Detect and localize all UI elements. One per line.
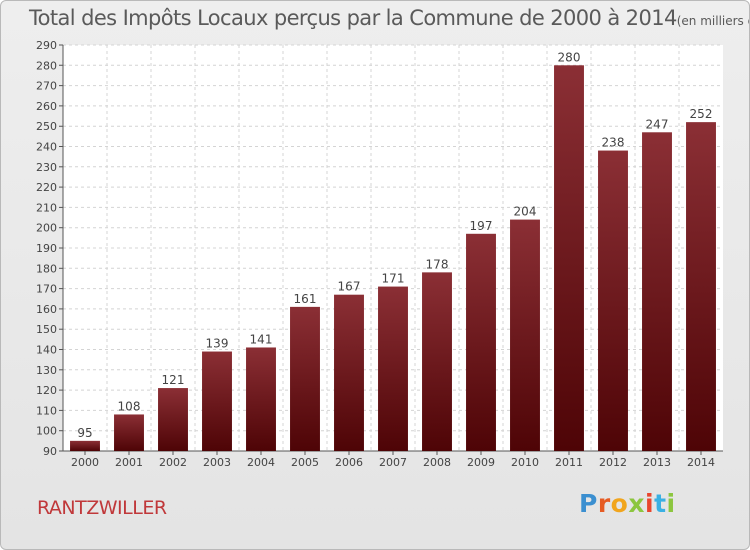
data-label-2002: 121 <box>162 373 185 387</box>
data-label-2013: 247 <box>646 117 669 131</box>
x-tick-label-2006: 2006 <box>335 456 363 469</box>
bars <box>70 65 716 452</box>
y-tick-label: 90 <box>43 445 57 458</box>
chart-title-text: Total des Impôts Locaux perçus par la Co… <box>29 6 677 30</box>
x-tick-label-2000: 2000 <box>71 456 99 469</box>
x-tick-label-2004: 2004 <box>247 456 275 469</box>
bar-2014 <box>686 122 716 451</box>
data-label-2012: 238 <box>602 136 625 150</box>
data-label-2005: 161 <box>294 292 317 306</box>
data-label-2008: 178 <box>426 257 449 271</box>
x-tick-label-2007: 2007 <box>379 456 407 469</box>
y-tick-label: 170 <box>36 283 57 296</box>
data-labels: 95 108 121 139 141 161 167 171 178 197 204 280 238 24… <box>77 50 712 440</box>
bar-2012 <box>598 150 628 451</box>
commune-name: RANTZWILLER <box>37 497 167 519</box>
y-tick-label: 230 <box>36 161 57 174</box>
y-tick-label: 290 <box>36 39 57 52</box>
y-tick-label: 180 <box>36 262 57 275</box>
bar-2000 <box>70 440 100 451</box>
data-label-2004: 141 <box>250 332 273 346</box>
x-tick-label-2013: 2013 <box>643 456 671 469</box>
bar-2003 <box>202 351 232 451</box>
y-tick-label: 160 <box>36 303 57 316</box>
bar-2009 <box>466 233 496 451</box>
x-tick-label-2003: 2003 <box>203 456 231 469</box>
bar-2008 <box>422 272 452 451</box>
y-tick-label: 140 <box>36 344 57 357</box>
chart-unit-label: (en milliers d'€) <box>676 14 749 28</box>
x-tick-label-2005: 2005 <box>291 456 319 469</box>
y-tick-label: 260 <box>36 100 57 113</box>
x-tick-label-2001: 2001 <box>115 456 143 469</box>
data-label-2006: 167 <box>338 280 361 294</box>
y-tick-label: 190 <box>36 242 57 255</box>
y-tick-label: 250 <box>36 120 57 133</box>
y-tick-label: 220 <box>36 181 57 194</box>
data-label-2009: 197 <box>470 219 493 233</box>
axes: 90 100 110 120 130 140 150 160 170 180 190 200 210 22… <box>36 39 723 469</box>
data-label-2003: 139 <box>206 337 229 351</box>
y-tick-label: 240 <box>36 141 57 154</box>
y-tick-label: 200 <box>36 222 57 235</box>
data-label-2001: 108 <box>118 399 141 413</box>
bar-2002 <box>158 388 188 451</box>
bar-2005 <box>290 306 320 451</box>
bar-2010 <box>510 219 540 451</box>
bar-2006 <box>334 294 364 451</box>
data-label-2007: 171 <box>382 272 405 286</box>
x-tick-label-2008: 2008 <box>423 456 451 469</box>
y-tick-label: 120 <box>36 384 57 397</box>
x-tick-label-2012: 2012 <box>599 456 627 469</box>
bar-2001 <box>114 414 144 451</box>
y-tick-label: 110 <box>36 404 57 417</box>
data-label-2014: 252 <box>690 107 713 121</box>
bar-2004 <box>246 347 276 451</box>
y-tick-label: 100 <box>36 425 57 438</box>
x-tick-label-2002: 2002 <box>159 456 187 469</box>
proxiti-logo: Proxiti <box>579 489 676 518</box>
x-tick-label-2011: 2011 <box>555 456 583 469</box>
y-tick-label: 270 <box>36 80 57 93</box>
y-tick-label: 150 <box>36 323 57 336</box>
data-label-2011: 280 <box>558 50 581 64</box>
chart-title: Total des Impôts Locaux perçus par la Co… <box>29 6 749 30</box>
x-tick-label-2009: 2009 <box>467 456 495 469</box>
y-tick-label: 130 <box>36 364 57 377</box>
data-label-2000: 95 <box>77 426 92 440</box>
bar-2007 <box>378 286 408 451</box>
y-tick-label: 210 <box>36 201 57 214</box>
y-tick-label: 280 <box>36 59 57 72</box>
bar-2013 <box>642 132 672 452</box>
x-tick-label-2014: 2014 <box>687 456 715 469</box>
data-label-2010: 204 <box>514 205 537 219</box>
x-tick-label-2010: 2010 <box>511 456 539 469</box>
bar-2011 <box>554 65 584 452</box>
